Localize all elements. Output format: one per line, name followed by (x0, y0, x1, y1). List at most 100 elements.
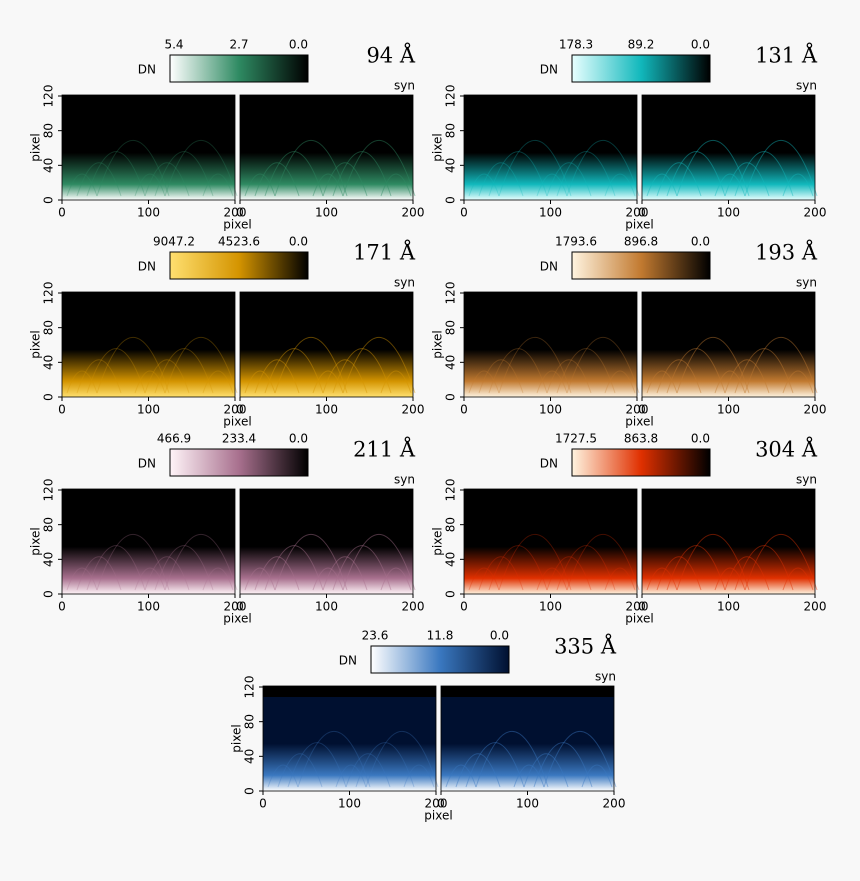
colorbar-tick-label: 1793.6 (555, 235, 597, 249)
x-tick-label: 100 (516, 797, 539, 811)
loop (656, 359, 702, 394)
wavelength-title: 171 Å (353, 240, 416, 265)
image (464, 292, 637, 397)
image (62, 292, 235, 397)
x-tick-label: 0 (638, 403, 646, 417)
loop (566, 139, 640, 197)
y-tick-label: 120 (243, 676, 257, 699)
y-tick-label: 0 (42, 196, 56, 204)
image (240, 95, 413, 200)
x-tick-label: 0 (236, 403, 244, 417)
loop (445, 764, 477, 788)
loop (604, 370, 636, 394)
loop (734, 348, 794, 394)
loop (533, 742, 593, 788)
loop (134, 567, 166, 591)
x-axis-label: pixel (223, 612, 251, 626)
image-mask (642, 95, 815, 106)
loop (546, 162, 592, 197)
y-tick-label: 120 (444, 282, 458, 305)
loop (244, 567, 276, 591)
loop (164, 336, 238, 394)
loop (312, 567, 344, 591)
loop (488, 151, 548, 197)
image-mask (62, 95, 235, 106)
colorbar-tick-label: 466.9 (157, 432, 191, 446)
x-tick-label: 0 (460, 600, 468, 614)
loop (254, 359, 300, 394)
x-axis-label: pixel (625, 612, 653, 626)
loop (556, 545, 616, 591)
loop (782, 370, 814, 394)
colorbar-tick-label: 9047.2 (153, 235, 195, 249)
loop (86, 348, 146, 394)
y-tick-label: 40 (42, 552, 56, 567)
colorbar-tick-label: 863.8 (624, 432, 658, 446)
colorbar-tick-label: 89.2 (628, 38, 655, 52)
wavelength-title: 304 Å (755, 437, 818, 462)
x-axis-label: pixel (625, 218, 653, 232)
inset-label: syn (595, 670, 616, 684)
y-axis-label: pixel (29, 330, 43, 358)
loop (274, 336, 348, 394)
loop (244, 370, 276, 394)
loop (543, 730, 617, 788)
y-tick-label: 0 (444, 393, 458, 401)
image (240, 489, 413, 594)
y-tick-label: 0 (243, 787, 257, 795)
loop (556, 151, 616, 197)
colorbar-tick-label: 0.0 (289, 432, 308, 446)
loop (403, 764, 435, 788)
colorbar-label: DN (540, 260, 558, 274)
x-axis-label: pixel (625, 415, 653, 429)
loop (380, 173, 412, 197)
loop (488, 545, 548, 591)
y-axis-label: pixel (431, 133, 445, 161)
image-mask (464, 95, 637, 106)
image (642, 489, 815, 594)
loop (478, 556, 524, 591)
x-tick-label: 200 (626, 600, 649, 614)
x-tick-label: 0 (259, 797, 267, 811)
loop (274, 533, 348, 591)
colorbar-tick-label: 23.6 (362, 629, 389, 643)
colorbar-tick-label: 178.3 (559, 38, 593, 52)
image-mask (240, 292, 413, 303)
image-mask (441, 686, 614, 697)
loop (724, 359, 770, 394)
y-tick-label: 80 (42, 123, 56, 138)
y-axis-label: pixel (29, 133, 43, 161)
x-tick-label: 100 (137, 206, 160, 220)
loop (86, 545, 146, 591)
y-tick-label: 120 (444, 85, 458, 108)
y-tick-label: 0 (42, 590, 56, 598)
x-tick-label: 200 (626, 403, 649, 417)
colorbar-label: DN (138, 457, 156, 471)
loop (154, 151, 214, 197)
image (62, 489, 235, 594)
loop (676, 336, 750, 394)
y-tick-label: 40 (42, 158, 56, 173)
image (464, 489, 637, 594)
loop (355, 742, 415, 788)
y-tick-label: 40 (444, 355, 458, 370)
colorbar-tick-label: 1727.5 (555, 432, 597, 446)
x-tick-label: 200 (402, 600, 425, 614)
loop (144, 162, 190, 197)
x-tick-label: 100 (315, 206, 338, 220)
loop (322, 556, 368, 591)
image (240, 292, 413, 397)
loop (546, 359, 592, 394)
y-tick-label: 80 (42, 517, 56, 532)
loop (714, 567, 746, 591)
loop (164, 139, 238, 197)
y-tick-label: 80 (444, 517, 458, 532)
loop (468, 567, 500, 591)
loop (254, 556, 300, 591)
loop (468, 370, 500, 394)
loop (274, 139, 348, 197)
loop (332, 348, 392, 394)
x-tick-label: 0 (638, 206, 646, 220)
